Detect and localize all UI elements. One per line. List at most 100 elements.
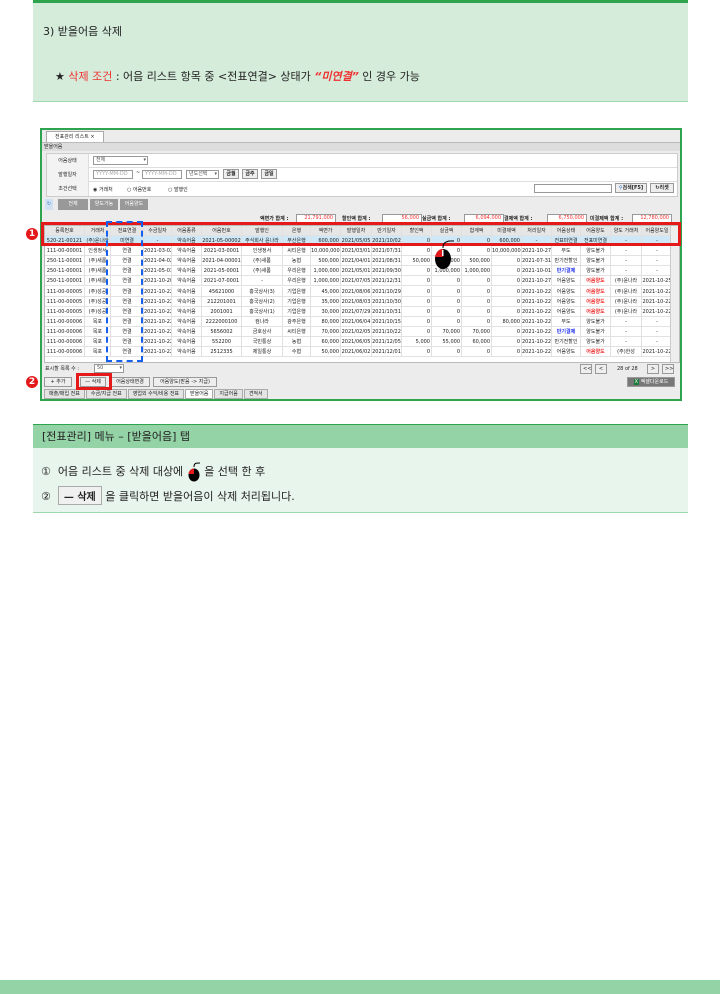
status-change-button[interactable]: 어음상태변경 (110, 377, 150, 387)
table-row[interactable]: 111-00-00005 (주)성공 연결 2021-10-22 약속어음 4562100… (45, 286, 673, 297)
table-cell: 2021-10-22 (144, 337, 172, 347)
this-week-button[interactable]: 금주 (242, 169, 258, 179)
table-cell: 2021/08/03 (341, 296, 372, 307)
column-header[interactable]: 은행 (283, 226, 311, 236)
reset-button[interactable]: ↻리셋 (650, 183, 674, 193)
table-cell: 연결 (111, 316, 144, 327)
column-header[interactable]: 등록번호 (45, 226, 85, 236)
column-header[interactable]: 어음번호 (202, 226, 242, 236)
add-button[interactable]: + 추가 (44, 377, 72, 387)
table-cell: 연결 (111, 296, 144, 307)
excel-download-button[interactable]: X 엑셀다운로드 (627, 377, 675, 387)
search-input[interactable] (534, 184, 612, 193)
window-tab[interactable]: 전표관리 리스트 × (46, 131, 104, 142)
excel-icon: X (633, 379, 640, 385)
table-cell: 2021/04/01 (341, 256, 372, 267)
year-select[interactable]: 년도선택 ▾ (186, 170, 219, 179)
table-cell: 0 (432, 286, 462, 297)
bottom-tab[interactable]: 지급어음 (214, 389, 243, 399)
bottom-tab[interactable]: 매출/매입 전표 (44, 389, 85, 399)
table-cell: 2021-10-22 (144, 347, 172, 358)
transfer-button[interactable]: 어음양도(받음 -> 지급) (153, 377, 217, 387)
table-cell: 목포 (85, 347, 111, 358)
next-page-button[interactable]: > (647, 364, 659, 374)
table-cell: 0 (462, 236, 492, 246)
bottom-tab[interactable]: 받을어음 (185, 389, 214, 399)
close-icon[interactable]: × (90, 134, 95, 140)
column-header[interactable]: 전표연결 (111, 226, 144, 236)
table-cell: (주)윤나라 (85, 236, 111, 246)
radio-issuer[interactable]: ○ 발행인 (168, 187, 188, 193)
table-cell: 금호상사 (242, 326, 283, 337)
table-row[interactable]: 520-21-00121 (주)윤나라 미연결 - 약속어음 2021-05-00002 주… (45, 236, 673, 246)
filter-tab-transferred[interactable]: 어음양도 (120, 199, 148, 210)
first-page-button[interactable]: << (580, 364, 592, 374)
status-select[interactable]: 전체 ▾ (93, 156, 148, 165)
table-cell: 2021-10-22 (522, 296, 552, 307)
bottom-tab[interactable]: 견적서 (243, 389, 268, 399)
column-header[interactable]: 합계액 (462, 226, 492, 236)
today-button[interactable]: 금일 (261, 169, 277, 179)
column-header[interactable]: 실금액 (432, 226, 462, 236)
table-row[interactable]: 250-11-00001 (주)새롬 연결 2021-10-20 약속어음 2021-07… (45, 276, 673, 287)
column-header[interactable]: 수금일자 (144, 226, 172, 236)
table-cell: 35,000 (311, 296, 341, 307)
column-header[interactable]: 양도 거래처 (611, 226, 642, 236)
table-cell: - (642, 326, 673, 337)
search-button[interactable]: ⚲검색[F5] (615, 183, 647, 193)
table-row[interactable]: 111-00-00006 목포 연결 2021-10-22 약속어음 2222000100… (45, 316, 673, 327)
column-header[interactable]: 미결제액 (492, 226, 522, 236)
table-row[interactable]: 111-00-00006 목포 연결 2021-10-22 약속어음 5656002 금호상… (45, 326, 673, 337)
table-cell: 약속어음 (172, 266, 202, 277)
radio-client[interactable]: ◉ 거래처 (93, 187, 113, 193)
table-cell: 홍국상사(3) (242, 286, 283, 297)
table-row[interactable]: 111-00-00006 목포 연결 2021-10-22 약속어음 2512335 제일통… (45, 347, 673, 358)
filter-tab-all[interactable]: 전체 (58, 199, 88, 210)
bottom-tab[interactable]: 영업외 수익/비용 전표 (127, 389, 185, 399)
column-header[interactable]: 어음상태 (552, 226, 581, 236)
filter-form: 어음상태 전체 ▾ 발행일자 YYYY-MM-DD ~ YYYY-MM-DD 년도… (46, 153, 678, 197)
date-from-input[interactable]: YYYY-MM-DD (93, 170, 133, 179)
refresh-icon[interactable]: ↻ (45, 199, 53, 210)
date-to-input[interactable]: YYYY-MM-DD (142, 170, 182, 179)
filter-tab-transferable[interactable]: 양도가능 (90, 199, 118, 210)
table-cell: 연결 (111, 337, 144, 347)
table-cell: - (642, 246, 673, 257)
table-cell: (주)새롬 (85, 266, 111, 277)
radio-bill-number[interactable]: ○ 어음번호 (127, 187, 152, 193)
column-header[interactable]: 발행일자 (341, 226, 372, 236)
table-cell: (주)윤나라 (611, 306, 642, 317)
table-cell: 주식회사 윤나라 (242, 236, 283, 246)
table-row[interactable]: 111-00-00005 (주)성공 연결 2021-10-22 약속어음 2001001… (45, 306, 673, 317)
total-label: 결제액 합계 : (504, 216, 533, 222)
column-header[interactable]: 액면가 (311, 226, 341, 236)
table-row[interactable]: 250-11-00001 (주)새롬 연결 2021-05-03 약속어음 2021-05… (45, 266, 673, 277)
table-cell: 520-21-00121 (45, 236, 85, 246)
table-cell: 2021-10-22 (522, 306, 552, 317)
step-text: 을 선택 한 후 (204, 465, 266, 478)
column-header[interactable]: 만기일자 (372, 226, 402, 236)
table-cell: 0 (432, 236, 462, 246)
table-cell: 45621000 (202, 286, 242, 297)
search-icon: ⚲ (618, 185, 623, 191)
this-month-button[interactable]: 금월 (223, 169, 239, 179)
table-cell: (주)한성 (611, 347, 642, 358)
table-cell: 어음양도 (552, 286, 581, 297)
column-header[interactable]: 거래처 (85, 226, 111, 236)
page-size-select[interactable]: 50 ▾ (94, 364, 124, 373)
bottom-tab[interactable]: 수금/지급 전표 (85, 389, 127, 399)
delete-button[interactable]: — 삭제 (80, 377, 106, 387)
table-cell: - (611, 246, 642, 257)
column-header[interactable]: 할인액 (402, 226, 432, 236)
table-row[interactable]: 111-00-00006 목포 연결 2021-10-22 약속어음 552200 국민통상… (45, 337, 673, 347)
table-cell: 111-00-00001 (45, 246, 85, 257)
vertical-scrollbar[interactable] (670, 226, 679, 362)
column-header[interactable]: 처리일자 (522, 226, 552, 236)
prev-page-button[interactable]: < (595, 364, 607, 374)
column-header[interactable]: 어음양도 (581, 226, 611, 236)
column-header[interactable]: 어음종류 (172, 226, 202, 236)
column-header[interactable]: 발행인 (242, 226, 283, 236)
table-row[interactable]: 111-00-00001 인생정서 연결 2021-03-02 약속어음 2021-03-… (45, 246, 673, 257)
last-page-button[interactable]: >> (662, 364, 674, 374)
table-row[interactable]: 111-00-00005 (주)성공 연결 2021-10-22 약속어음 2122010… (45, 296, 673, 307)
